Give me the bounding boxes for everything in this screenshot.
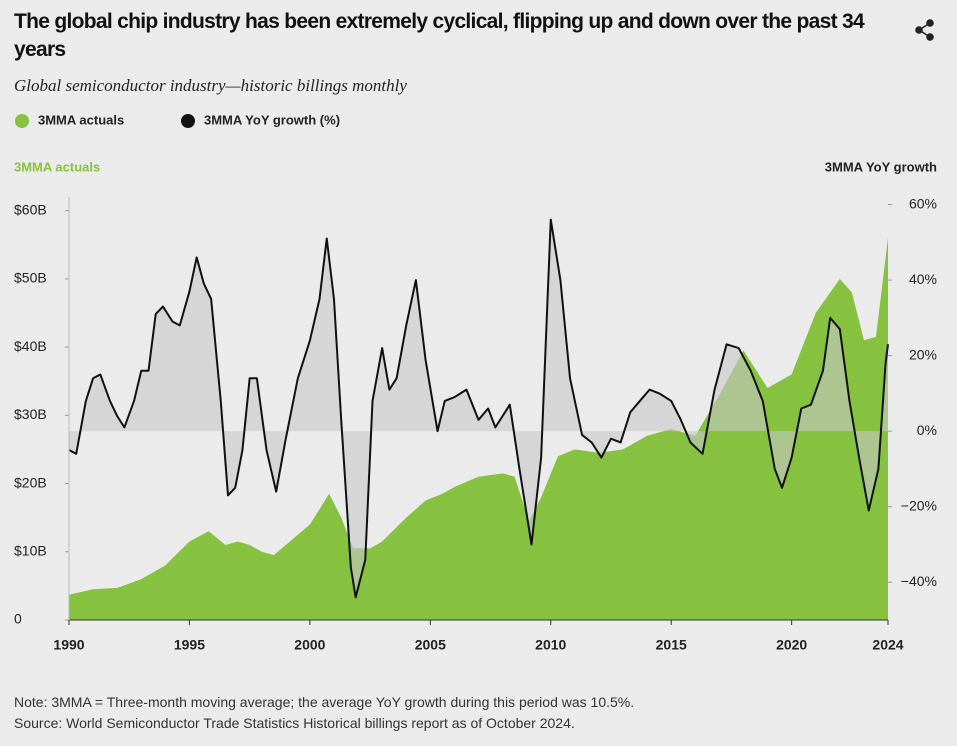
y2-tick-label: 20% [909, 346, 937, 362]
y-tick-label: $40B [14, 338, 47, 354]
y2-tick-label: 60% [909, 195, 937, 211]
y-tick-label: $20B [14, 474, 47, 490]
y-axis-title: 3MMA actuals [14, 159, 100, 174]
legend-label: 3MMA YoY growth (%) [204, 112, 340, 127]
growth-shade [69, 219, 888, 598]
x-tick-label: 1990 [53, 637, 84, 653]
share-icon[interactable] [915, 19, 934, 41]
y-tick-label: $10B [14, 542, 47, 558]
legend-label: 3MMA actuals [38, 112, 124, 127]
x-tick-label: 1995 [174, 637, 205, 653]
chart-subtitle: Global semiconductor industry—historic b… [14, 76, 407, 95]
actuals-area [69, 237, 888, 620]
x-tick-label: 2020 [776, 637, 807, 653]
source: Source: World Semiconductor Trade Statis… [14, 715, 575, 731]
growth-line [68, 218, 889, 599]
chart-title: The global chip industry has been extrem… [14, 10, 865, 61]
y2-axis-title: 3MMA YoY growth [825, 159, 937, 174]
x-tick-label: 2024 [872, 637, 903, 653]
x-tick-label: 2000 [294, 637, 325, 653]
y2-tick-label: 40% [909, 271, 937, 287]
y2-tick-label: −40% [901, 573, 937, 589]
x-tick-label: 2010 [535, 637, 566, 653]
note: Note: 3MMA = Three-month moving average;… [14, 694, 635, 710]
y2-tick-label: 0% [917, 422, 937, 438]
x-tick-label: 2005 [415, 637, 446, 653]
x-tick-label: 2015 [656, 637, 687, 653]
legend-marker [15, 114, 29, 128]
legend-marker [181, 114, 195, 128]
y-tick-label: $60B [14, 201, 47, 217]
y-tick-label: 0 [14, 611, 22, 627]
y-tick-label: $30B [14, 406, 47, 422]
y2-tick-label: −20% [901, 497, 937, 513]
y-tick-label: $50B [14, 270, 47, 286]
